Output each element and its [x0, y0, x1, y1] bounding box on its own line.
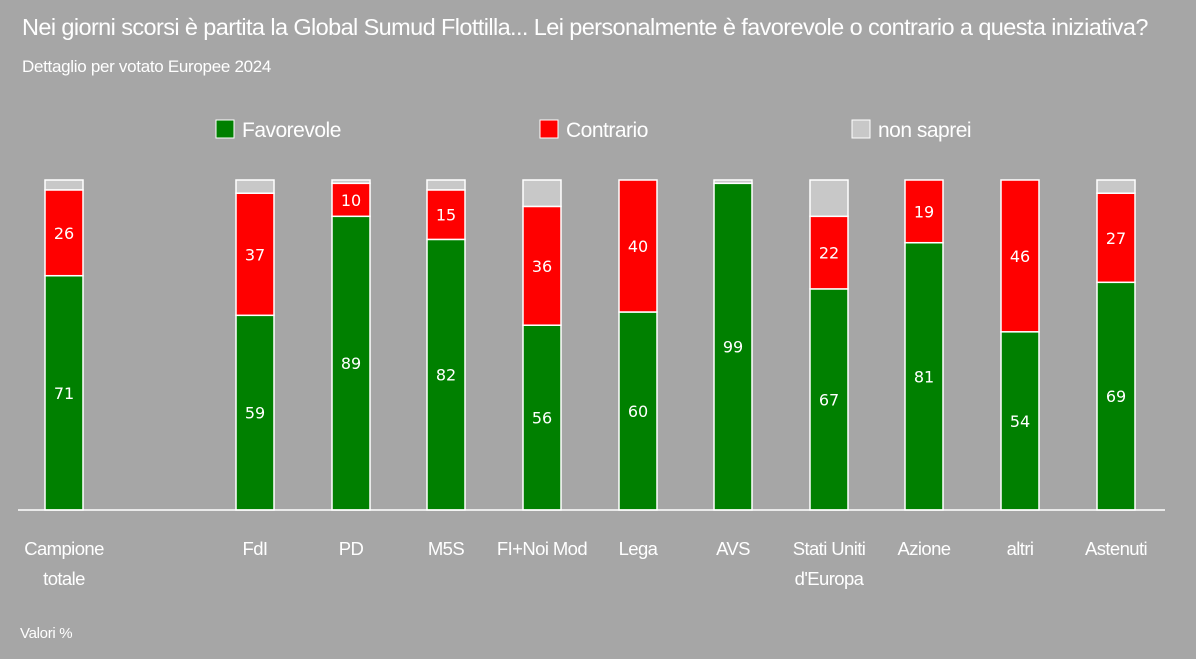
bar-6: 99	[713, 179, 753, 511]
chart-title: Nei giorni scorsi è partita la Global Su…	[22, 14, 1148, 40]
chart-subtitle: Dettaglio per votato Europee 2024	[22, 57, 272, 76]
bar-0: 71 26	[44, 179, 84, 511]
bar-5: 60 40	[618, 179, 658, 511]
category-label: Campione totale	[24, 538, 104, 589]
bar-segment-favorevole	[1000, 331, 1040, 511]
value-label-favorevole: 69	[1106, 387, 1126, 406]
value-label-contrario: 26	[54, 224, 74, 243]
bars-group: 71 26 59 37 89 10 82 15 56 36 60 40 99 67 22 81 19 54 46 69…	[44, 179, 1136, 511]
legend-item-contrario: Contrario	[539, 119, 648, 142]
value-label-contrario: 15	[436, 206, 456, 225]
bar-segment-contrario	[1096, 192, 1136, 284]
bar-segment-contrario	[1000, 179, 1040, 333]
bar-segment-contrario	[522, 205, 562, 326]
category-labels: Campione totale FdI PD M5S FI+Noi Mod Lega AVS S…	[24, 538, 1147, 589]
bar-segment-non_saprei	[522, 179, 562, 208]
bar-segment-non_saprei	[809, 179, 849, 218]
bar-7: 67 22	[809, 179, 849, 511]
value-label-favorevole: 89	[341, 354, 361, 373]
bar-1: 59 37	[235, 179, 275, 511]
category-label: FI+Noi Mod	[497, 538, 587, 559]
value-label-contrario: 36	[532, 257, 552, 276]
legend-label-favorevole: Favorevole	[242, 119, 341, 142]
value-label-favorevole: 60	[628, 402, 648, 421]
legend-swatch-contrario	[539, 119, 559, 139]
value-label-contrario: 10	[341, 191, 361, 210]
category-label: Azione	[898, 538, 951, 559]
legend-label-contrario: Contrario	[566, 119, 648, 142]
category-label: Astenuti	[1085, 538, 1147, 559]
bar-10: 69 27	[1096, 179, 1136, 511]
category-label: Stati Uniti d'Europa	[793, 538, 866, 589]
value-label-contrario: 22	[819, 244, 839, 263]
value-label-favorevole: 67	[819, 390, 839, 409]
value-label-contrario: 46	[1010, 247, 1030, 266]
bar-segment-favorevole	[904, 241, 944, 511]
bar-segment-favorevole	[522, 324, 562, 511]
legend-swatch-favorevole	[215, 119, 235, 139]
bar-segment-non_saprei	[1096, 179, 1136, 194]
bar-segment-non_saprei	[713, 179, 753, 185]
bar-segment-non_saprei	[426, 179, 466, 191]
bar-segment-contrario	[809, 215, 849, 290]
value-label-favorevole: 81	[914, 367, 934, 386]
legend-swatch-non_saprei	[851, 119, 871, 139]
value-label-favorevole: 54	[1010, 412, 1030, 431]
bar-segment-favorevole	[713, 182, 753, 511]
bar-8: 81 19	[904, 179, 944, 511]
value-label-contrario: 19	[914, 202, 934, 221]
legend-label-non_saprei: non saprei	[878, 119, 971, 142]
value-label-contrario: 37	[245, 245, 265, 264]
value-label-favorevole: 99	[723, 338, 743, 357]
category-label: M5S	[428, 538, 464, 559]
bar-3: 82 15	[426, 179, 466, 511]
category-label: AVS	[716, 538, 750, 559]
legend: Favorevole Contrario non saprei	[215, 119, 972, 142]
value-label-favorevole: 82	[436, 366, 456, 385]
value-label-contrario: 27	[1106, 229, 1126, 248]
value-label-favorevole: 71	[54, 384, 74, 403]
value-label-favorevole: 59	[245, 404, 265, 423]
bar-segment-non_saprei	[235, 179, 275, 194]
category-label: Lega	[619, 538, 659, 559]
bar-4: 56 36	[522, 179, 562, 511]
category-label: altri	[1007, 538, 1034, 559]
values-note: Valori %	[20, 625, 73, 642]
legend-item-non_saprei: non saprei	[851, 119, 972, 142]
bar-segment-favorevole	[1096, 281, 1136, 511]
bar-segment-contrario	[904, 179, 944, 244]
bar-segment-non_saprei	[44, 179, 84, 191]
bar-segment-favorevole	[426, 238, 466, 511]
bar-segment-favorevole	[44, 274, 84, 511]
bar-9: 54 46	[1000, 179, 1040, 511]
bar-segment-contrario	[618, 179, 658, 313]
bar-2: 89 10	[331, 179, 371, 511]
value-label-contrario: 40	[628, 237, 648, 256]
category-label: PD	[339, 538, 364, 559]
value-label-favorevole: 56	[532, 409, 552, 428]
bar-segment-non_saprei	[331, 179, 371, 185]
legend-item-favorevole: Favorevole	[215, 119, 341, 142]
category-label: FdI	[243, 538, 268, 559]
